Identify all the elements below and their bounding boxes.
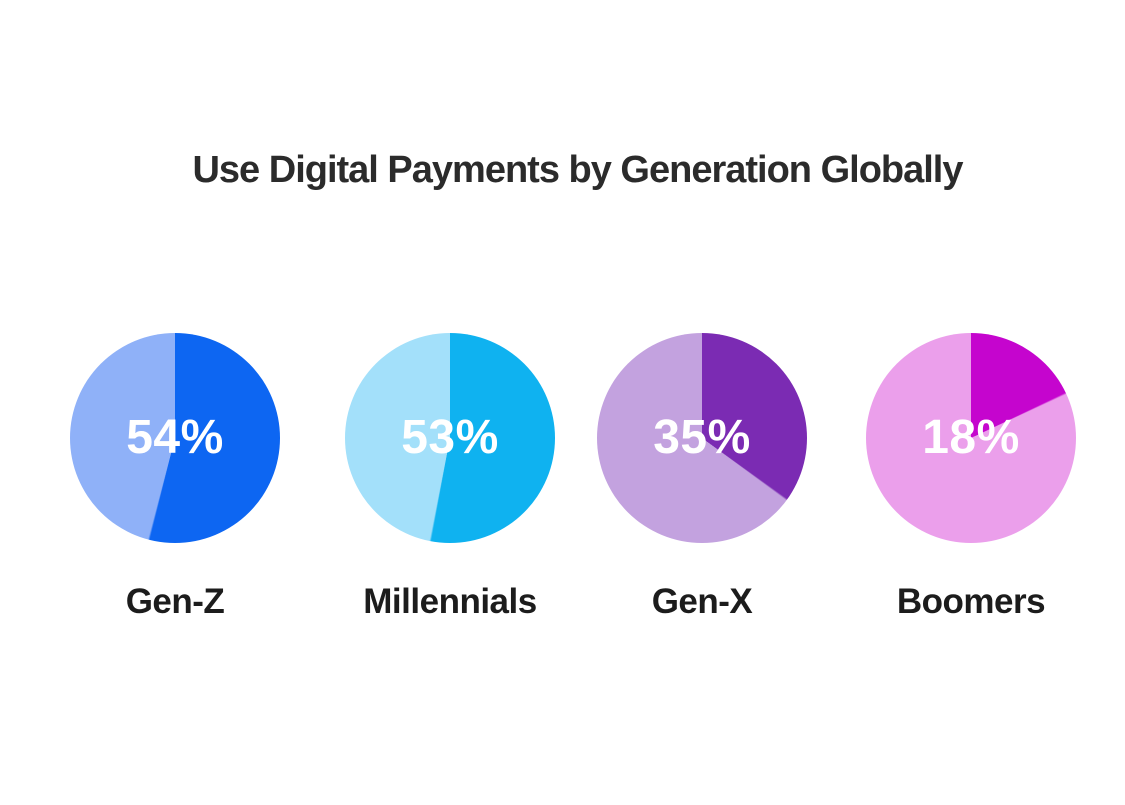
pie-label-gen-x: Gen-X (651, 582, 753, 621)
pie-value-gen-x: 35% (653, 411, 751, 464)
pie-value-boomers: 18% (922, 411, 1020, 464)
pie-chart-millennials: 53% (345, 333, 555, 543)
chart-title: Use Digital Payments by Generation Globa… (192, 149, 963, 191)
pie-chart-gen-x: 35% (597, 333, 807, 543)
pie-label-boomers: Boomers (896, 582, 1046, 621)
pie-value-gen-z: 54% (126, 411, 224, 464)
pie-label-gen-z: Gen-Z (125, 582, 225, 621)
pie-chart-boomers: 18% (866, 333, 1076, 543)
pie-value-millennials: 53% (401, 411, 499, 464)
pie-label-millennials: Millennials (363, 582, 537, 621)
pie-chart-gen-z: 54% (70, 333, 280, 543)
